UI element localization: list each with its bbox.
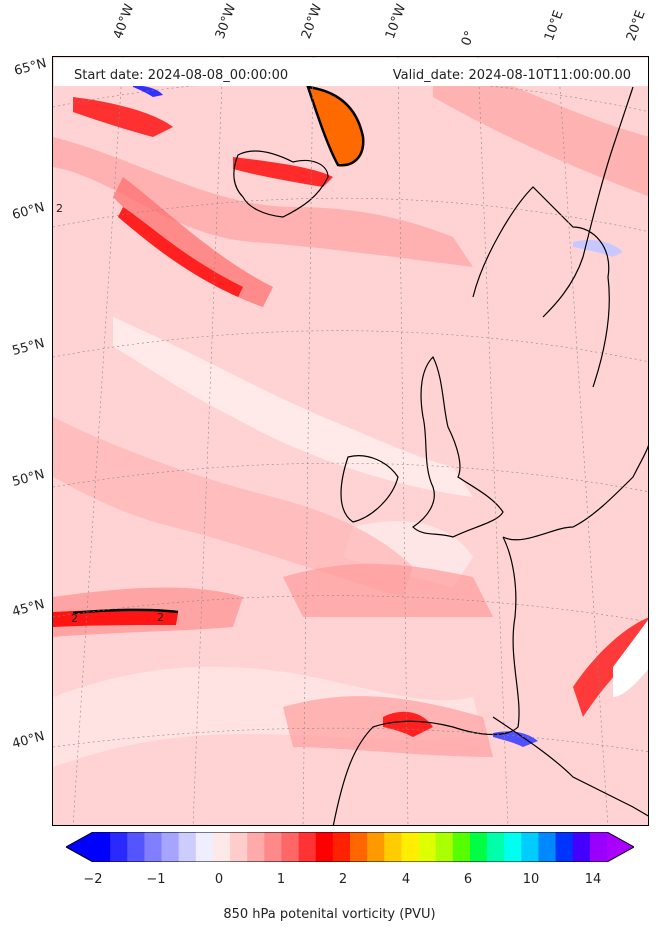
- date-header: Start date: 2024-08-08_00:00:00 Valid_da…: [54, 58, 648, 86]
- lon-label-0: 0°: [458, 28, 479, 48]
- colorbar-tick: 0: [214, 872, 224, 887]
- start-date: Start date: 2024-08-08_00:00:00: [74, 68, 289, 83]
- lon-label-40w: 40°W: [110, 2, 138, 41]
- colorbar-segment: [247, 832, 265, 862]
- lat-label-60n: 60°N: [10, 200, 47, 223]
- colorbar-segment: [589, 832, 608, 862]
- colorbar-extend-high: [607, 832, 634, 862]
- colorbar-segment: [144, 832, 163, 862]
- lat-label-55n: 55°N: [10, 336, 47, 359]
- colorbar-segment: [93, 832, 111, 862]
- colorbar-segment: [538, 832, 557, 862]
- lon-label-10e: 10°E: [541, 8, 567, 44]
- colorbar-segment: [469, 832, 488, 862]
- colorbar-tick: 6: [463, 872, 473, 887]
- map-panel: 2 2 2 Start date: 2024-08-08_00:00:00 Va…: [52, 56, 649, 826]
- colorbar-segment: [281, 832, 300, 862]
- lon-label-20w: 20°W: [298, 2, 326, 41]
- colorbar-segment: [332, 832, 351, 862]
- contour-label: 2: [157, 611, 164, 624]
- colorbar-segment: [230, 832, 248, 862]
- colorbar-segment: [127, 832, 145, 862]
- colorbar-segment: [572, 832, 591, 862]
- contour-label: 2: [56, 202, 63, 215]
- colorbar-segment: [452, 832, 471, 862]
- colorbar-tick: −2: [83, 872, 103, 887]
- colorbar-segment: [212, 832, 231, 862]
- lon-label-30w: 30°W: [212, 2, 240, 41]
- colorbar-tick: 2: [338, 872, 348, 887]
- valid-date: Valid_date: 2024-08-10T11:00:00.00: [392, 68, 631, 83]
- colorbar-segment: [195, 832, 214, 862]
- colorbar-segment: [264, 832, 282, 862]
- lat-label-40n: 40°N: [10, 729, 47, 752]
- colorbar-extend-low: [66, 832, 93, 862]
- pv-field: [53, 57, 648, 825]
- colorbar-segment: [298, 832, 317, 862]
- colorbar-segment: [435, 832, 454, 862]
- colorbar-segment: [178, 832, 197, 862]
- colorbar-segment: [418, 832, 437, 862]
- colorbar-segment: [161, 832, 180, 862]
- colorbar-tick: 4: [401, 872, 411, 887]
- colorbar-segment: [110, 832, 128, 862]
- colorbar-segment: [350, 832, 368, 862]
- colorbar-segment: [555, 832, 574, 862]
- lat-label-65n: 65°N: [12, 56, 49, 79]
- colorbar-segment: [521, 832, 539, 862]
- lat-label-50n: 50°N: [10, 467, 47, 490]
- colorbar-segment: [401, 832, 420, 862]
- colorbar-tick: −1: [146, 872, 166, 887]
- contour-label: 2: [71, 612, 78, 625]
- lat-label-45n: 45°N: [10, 597, 47, 620]
- colorbar-tick: 1: [276, 872, 286, 887]
- lon-label-10w: 10°W: [382, 2, 410, 41]
- colorbar-segment: [504, 832, 522, 862]
- colorbar-segment: [487, 832, 505, 862]
- colorbar-tick: 14: [584, 872, 602, 887]
- colorbar-segment: [384, 832, 402, 862]
- colorbar-segment: [367, 832, 385, 862]
- lon-label-20e: 20°E: [623, 8, 649, 44]
- colorbar-title: 850 hPa potenital vorticity (PVU): [223, 907, 436, 922]
- colorbar-segment: [315, 832, 334, 862]
- colorbar: [66, 832, 634, 862]
- colorbar-tick: 10: [522, 872, 540, 887]
